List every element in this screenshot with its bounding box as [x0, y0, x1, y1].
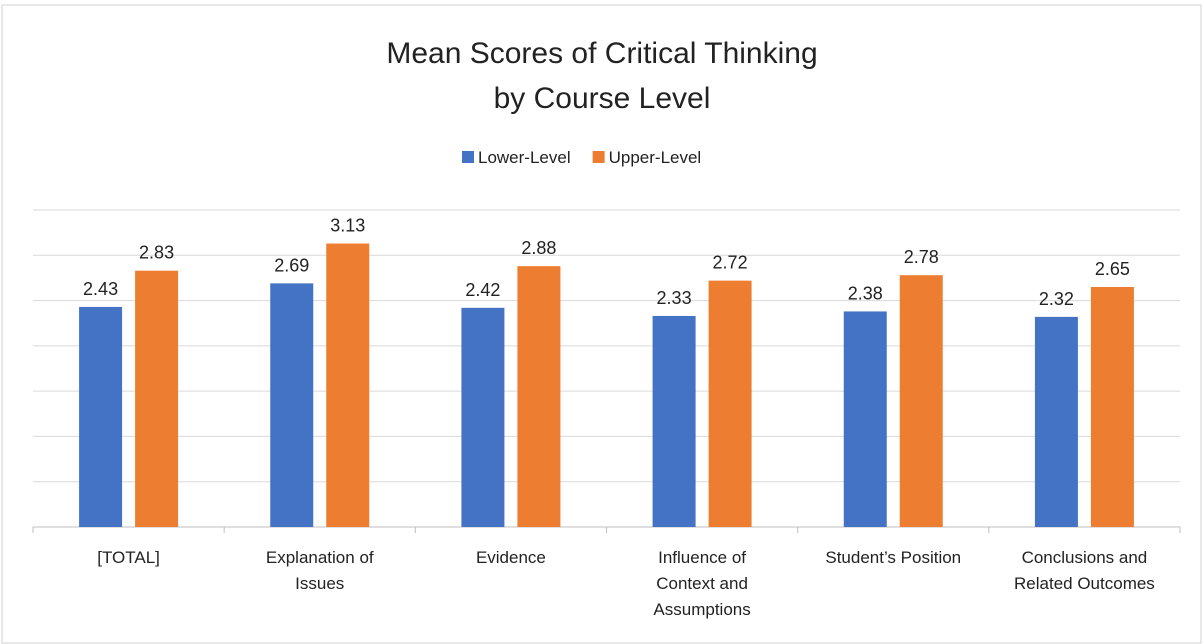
data-label: 2.72 — [713, 253, 748, 273]
data-label: 2.83 — [139, 243, 174, 263]
data-label: 2.43 — [83, 279, 118, 299]
chart-frame — [1, 4, 1202, 644]
bar — [135, 270, 179, 527]
data-label: 2.38 — [848, 283, 883, 303]
bar — [843, 311, 887, 527]
x-tick-label: Student’s Position — [825, 548, 961, 567]
bar — [326, 243, 370, 528]
x-tick-label: Conclusions and Related Outcomes — [1014, 548, 1155, 593]
data-label: 2.42 — [465, 280, 500, 300]
bar — [1034, 316, 1078, 527]
chart-title: by Course Level — [494, 82, 711, 115]
legend-label: Upper-Level — [609, 148, 702, 167]
bar — [708, 280, 752, 527]
data-label: 2.32 — [1039, 289, 1074, 309]
bar — [79, 306, 123, 527]
legend-label: Lower-Level — [478, 148, 571, 167]
x-tick-label: Explanation of Issues — [266, 548, 374, 593]
data-label: 2.65 — [1095, 259, 1130, 279]
bar — [652, 315, 696, 527]
data-label: 2.69 — [274, 255, 309, 275]
bar — [1090, 286, 1134, 527]
bar — [270, 283, 314, 527]
data-label: 2.88 — [521, 238, 556, 258]
chart-title: Mean Scores of Critical Thinking — [386, 37, 817, 70]
bar — [899, 275, 943, 527]
x-tick-label: Evidence — [476, 548, 546, 567]
bar — [517, 266, 561, 527]
data-label: 2.33 — [657, 288, 692, 308]
x-tick-label: [TOTAL] — [97, 548, 160, 567]
bar — [461, 307, 505, 527]
x-tick-label: Influence of Context and Assumptions — [653, 548, 750, 619]
legend-swatch — [462, 151, 474, 163]
legend-swatch — [592, 151, 605, 163]
data-label: 3.13 — [330, 216, 365, 236]
data-label: 2.78 — [904, 247, 939, 267]
